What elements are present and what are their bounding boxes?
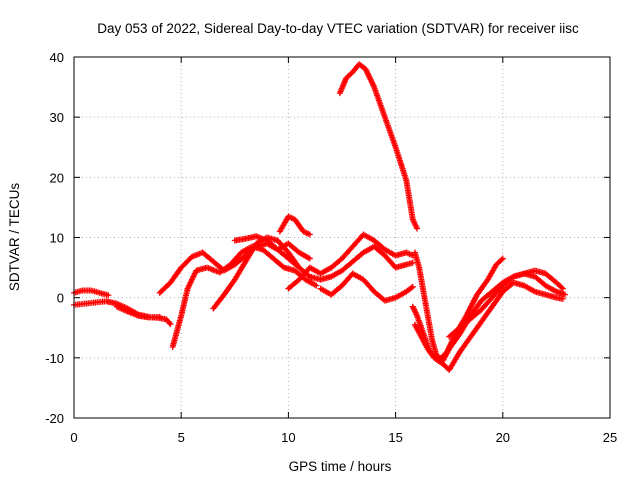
y-tick-label: -10 — [45, 351, 64, 366]
chart-title: Day 053 of 2022, Sidereal Day-to-day VTE… — [97, 21, 579, 36]
data-point — [414, 225, 421, 232]
data-point — [306, 231, 313, 238]
data-point — [558, 284, 565, 291]
data-point — [313, 282, 320, 289]
data-point — [499, 255, 506, 262]
data-point — [166, 319, 173, 326]
x-tick-label: 5 — [178, 430, 185, 445]
y-axis-label: SDTVAR / TECUs — [7, 183, 22, 292]
data-point — [167, 321, 174, 328]
x-axis-label: GPS time / hours — [289, 459, 392, 474]
data-point — [156, 313, 163, 320]
data-point — [306, 255, 313, 262]
y-tick-label: 10 — [50, 231, 64, 246]
series-track-2 — [71, 287, 112, 299]
axis-ticks: 0 5 10 15 20 25 -20 -10 0 10 20 30 40 — [45, 50, 617, 445]
series-track-8 — [276, 213, 313, 238]
series-track-3 — [113, 303, 163, 321]
series-track-13 — [411, 279, 566, 373]
data-point — [409, 259, 416, 266]
data-point — [408, 284, 415, 291]
series-track-7 — [231, 233, 313, 262]
x-tick-label: 20 — [496, 430, 510, 445]
x-tick-label: 0 — [70, 430, 77, 445]
x-tick-label: 15 — [388, 430, 402, 445]
grid-lines — [74, 57, 610, 418]
data-markers — [71, 61, 568, 373]
data-point — [559, 285, 566, 292]
series-track-6 — [210, 234, 416, 312]
series-track-11 — [336, 61, 421, 232]
x-tick-label: 10 — [281, 430, 295, 445]
series-track-10 — [317, 270, 416, 304]
y-tick-label: -20 — [45, 411, 64, 426]
data-point — [105, 292, 112, 299]
y-tick-label: 0 — [57, 291, 64, 306]
series-track-15 — [446, 267, 566, 340]
data-point — [559, 295, 566, 302]
y-tick-label: 40 — [50, 50, 64, 65]
data-point — [498, 256, 505, 263]
series-track-1 — [71, 298, 174, 328]
series-track-4 — [169, 243, 320, 351]
data-point — [409, 283, 416, 290]
y-tick-label: 20 — [50, 170, 64, 185]
data-point — [561, 291, 568, 298]
y-tick-label: 30 — [50, 110, 64, 125]
x-tick-label: 25 — [603, 430, 617, 445]
